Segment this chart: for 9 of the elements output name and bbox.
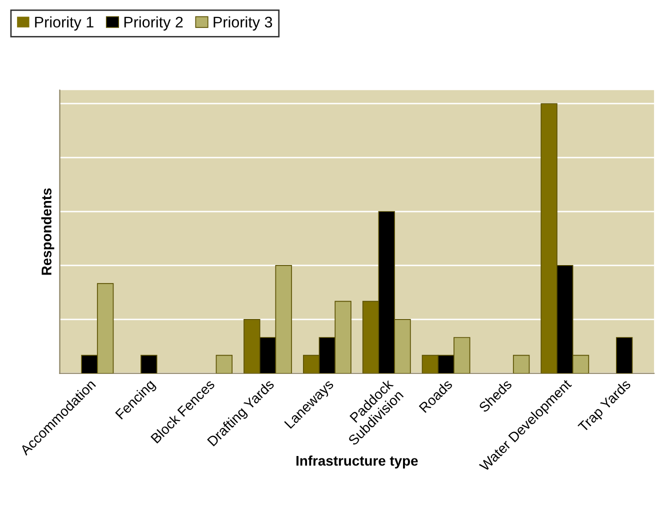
bar [616, 337, 633, 374]
y-axis-title: Respondents [41, 188, 54, 275]
legend-label: Priority 1 [35, 16, 94, 31]
bar [216, 354, 233, 374]
x-axis-title: Infrastructure type [296, 456, 418, 468]
bar [140, 354, 158, 374]
legend-label: Priority 2 [124, 16, 183, 31]
legend-label: Priority 3 [214, 16, 272, 31]
bar [512, 354, 530, 374]
